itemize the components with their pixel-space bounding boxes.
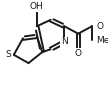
- Text: Me: Me: [96, 36, 108, 45]
- Text: N: N: [61, 37, 68, 46]
- Text: S: S: [6, 50, 12, 59]
- Text: O: O: [75, 49, 82, 58]
- Text: OH: OH: [30, 2, 44, 11]
- Text: O: O: [96, 22, 103, 31]
